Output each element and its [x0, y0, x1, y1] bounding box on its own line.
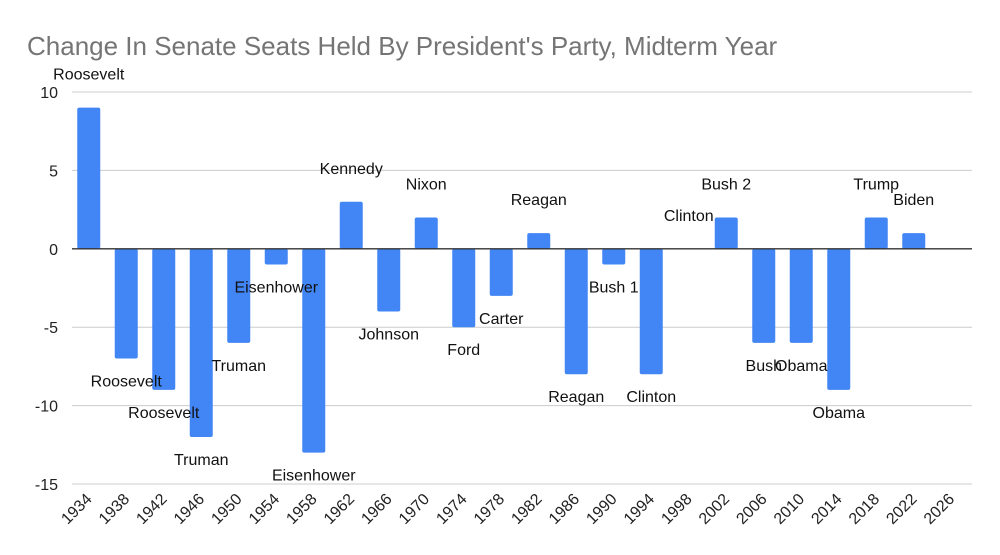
data-label-1946: Truman	[174, 452, 229, 469]
x-tick-label: 1942	[133, 491, 170, 528]
x-tick-label: 1978	[471, 491, 508, 528]
x-tick-label: 2014	[808, 491, 845, 528]
data-label-1958: Eisenhower	[272, 468, 356, 485]
data-labels: Roosevelt Roosevelt Roosevelt Truman Truman E…	[53, 67, 934, 485]
bar-1978	[489, 248, 513, 296]
data-label-2018: Trump	[853, 176, 899, 193]
x-tick-label: 1954	[246, 491, 283, 528]
y-tick-label: -10	[35, 399, 58, 416]
data-label-1950: Truman	[211, 358, 266, 375]
y-tick-label: 5	[49, 163, 58, 180]
data-label-1934: Roosevelt	[53, 67, 125, 84]
x-tick-label: 1974	[433, 491, 470, 528]
bar-1954	[264, 248, 288, 265]
gridlines	[72, 91, 972, 485]
bar-1950	[227, 248, 251, 343]
data-label-1986: Reagan	[548, 389, 604, 406]
bar-2018	[864, 217, 888, 249]
x-tick-label: 1938	[96, 491, 133, 528]
bar-1934	[77, 107, 101, 249]
bar-1958	[302, 248, 326, 453]
x-tick-label: 2002	[696, 491, 733, 528]
bar-1942	[152, 248, 176, 390]
bar-1986	[564, 248, 588, 375]
data-label-1942: Roosevelt	[128, 405, 200, 422]
bar-1970	[414, 217, 438, 249]
x-tick-label: 1986	[546, 491, 583, 528]
y-tick-label: 0	[49, 242, 58, 259]
x-tick-label: 2026	[921, 491, 958, 528]
x-tick-label: 1994	[621, 491, 658, 528]
y-tick-label: -15	[35, 477, 58, 494]
bar-1962	[339, 201, 363, 249]
chart-title: Change In Senate Seats Held By President…	[27, 31, 778, 61]
x-tick-label: 1934	[58, 491, 95, 528]
data-label-2010: Obama	[775, 358, 828, 375]
bar-1974	[452, 248, 476, 328]
x-tick-label: 2010	[771, 491, 808, 528]
data-label-1990: Bush 1	[589, 279, 639, 296]
x-tick-label: 1950	[208, 491, 245, 528]
x-axis-ticks: 1934 1938 1942 1946 1950 1954 1958 1962 1966 1970…	[58, 491, 958, 528]
data-label-1982: Reagan	[511, 192, 567, 209]
data-label-1998: Clinton	[664, 208, 714, 225]
data-label-2022: Biden	[893, 192, 934, 209]
data-label-1938: Roosevelt	[91, 374, 163, 391]
data-label-1994: Clinton	[626, 389, 676, 406]
bar-2006	[752, 248, 776, 343]
data-label-1966: Johnson	[359, 327, 420, 344]
data-label-1962: Kennedy	[320, 161, 383, 178]
x-tick-label: 2018	[846, 491, 883, 528]
y-tick-label: -5	[44, 320, 58, 337]
x-tick-label: 1962	[321, 491, 358, 528]
y-tick-label: 10	[40, 85, 58, 102]
bar-2010	[789, 248, 813, 343]
bar-2002	[714, 217, 738, 249]
x-tick-label: 1958	[283, 491, 320, 528]
data-label-1954: Eisenhower	[234, 279, 318, 296]
y-axis-ticks: 10 5 0 -5 -10 -15	[35, 85, 58, 494]
bar-1966	[377, 248, 401, 312]
bars	[77, 107, 926, 453]
x-tick-label: 2006	[733, 491, 770, 528]
bar-2014	[827, 248, 851, 390]
x-tick-label: 1998	[658, 491, 695, 528]
x-tick-label: 1966	[358, 491, 395, 528]
bar-1946	[189, 248, 213, 437]
x-tick-label: 1982	[508, 491, 545, 528]
x-tick-label: 2022	[883, 491, 920, 528]
data-label-2002: Bush 2	[701, 176, 751, 193]
data-label-1974: Ford	[447, 342, 480, 359]
bar-1994	[639, 248, 663, 375]
x-tick-label: 1946	[171, 491, 208, 528]
bar-1990	[602, 248, 626, 265]
data-label-2006: Bush	[746, 358, 782, 375]
x-tick-label: 1970	[396, 491, 433, 528]
bar-2022	[902, 233, 926, 249]
bar-1938	[114, 248, 138, 359]
data-label-2014: Obama	[813, 405, 866, 422]
data-label-1978: Carter	[479, 311, 524, 328]
bar-1982	[527, 233, 551, 249]
x-tick-label: 1990	[583, 491, 620, 528]
data-label-1970: Nixon	[406, 176, 447, 193]
